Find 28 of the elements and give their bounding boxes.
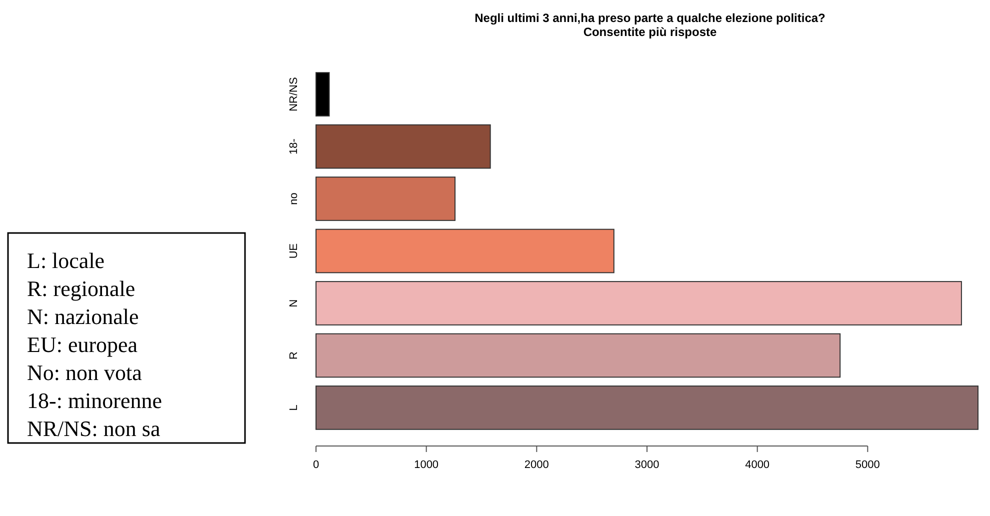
bar bbox=[316, 386, 978, 430]
bar bbox=[316, 333, 841, 378]
text: No: non vota bbox=[27, 360, 142, 385]
x-tick-label: 5000 bbox=[855, 459, 880, 471]
x-tick-label: 2000 bbox=[524, 459, 549, 471]
text: N: nazionale bbox=[27, 304, 139, 329]
bar bbox=[316, 281, 962, 326]
y-tick-label: 18- bbox=[288, 138, 300, 154]
chart-title: Negli ultimi 3 anni,ha preso parte a qualche elezione politica? Consentite più risposte bbox=[474, 11, 826, 39]
bar bbox=[316, 228, 614, 274]
text: EU: europea bbox=[27, 332, 138, 357]
y-tick-label: NR/NS bbox=[288, 77, 300, 112]
text: 18-: minorenne bbox=[27, 388, 162, 413]
y-tick-label: R bbox=[288, 351, 300, 360]
x-tick-label: 0 bbox=[312, 459, 320, 471]
bar bbox=[316, 124, 491, 169]
bar bbox=[316, 72, 330, 116]
text: L: locale bbox=[27, 248, 105, 273]
y-tick-label: L bbox=[288, 404, 300, 411]
y-tick-label: no bbox=[288, 192, 300, 205]
y-tick-label: UE bbox=[288, 243, 300, 259]
y-tick-label: N bbox=[288, 299, 300, 308]
text: NR/NS: non sa bbox=[27, 416, 160, 441]
bar bbox=[316, 176, 456, 221]
text: R: regionale bbox=[27, 276, 136, 301]
x-tick-label: 3000 bbox=[634, 459, 660, 471]
x-tick-label: 1000 bbox=[414, 459, 439, 471]
x-tick-label: 4000 bbox=[745, 459, 770, 471]
